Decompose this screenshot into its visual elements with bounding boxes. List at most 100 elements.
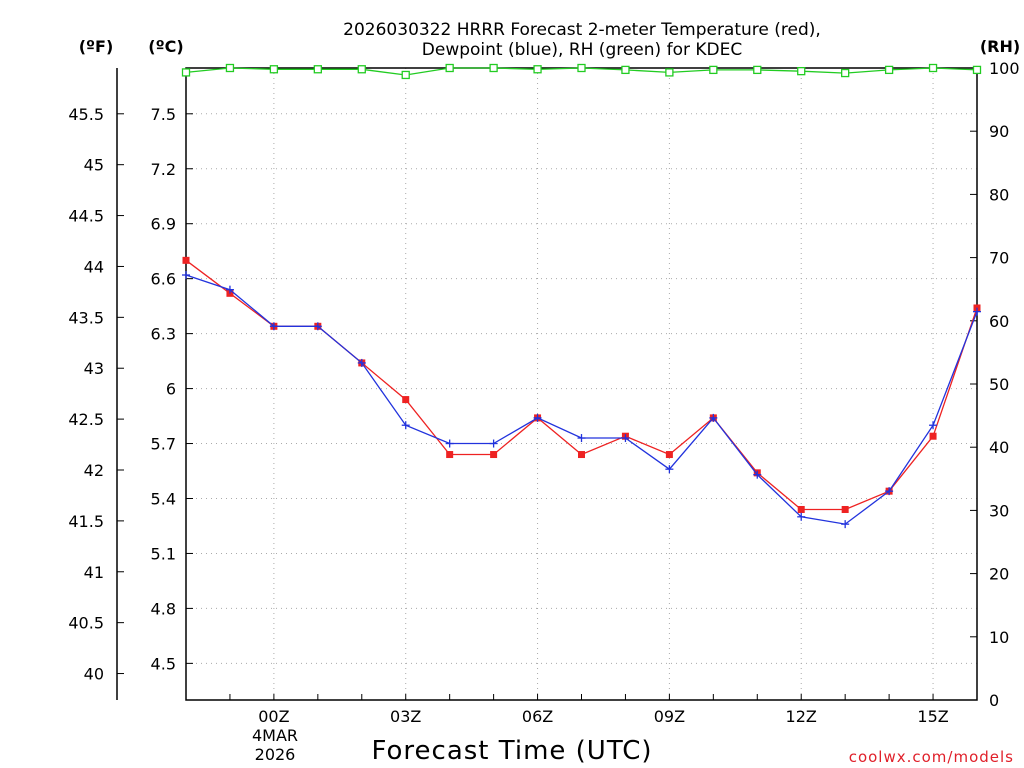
x-tick-label: 06Z <box>522 707 553 726</box>
fahrenheit-tick-label: 41 <box>84 563 104 582</box>
rh-tick-label: 70 <box>989 249 1009 268</box>
rh-point <box>489 63 498 73</box>
fahrenheit-tick-label: 42.5 <box>68 410 104 429</box>
temperature-point <box>402 396 410 404</box>
dewpoint-point <box>665 465 674 474</box>
dewpoint-point <box>885 487 894 496</box>
dewpoint-point <box>753 470 762 479</box>
rh-tick-label: 40 <box>989 438 1009 457</box>
celsius-tick-label: 4.5 <box>151 654 176 673</box>
rh-point <box>445 63 454 73</box>
fahrenheit-tick-label: 43 <box>84 359 104 378</box>
rh-point <box>797 67 806 76</box>
rh-tick-label: 50 <box>989 375 1009 394</box>
fahrenheit-tick-label: 45.5 <box>68 105 104 124</box>
x-tick-label: 03Z <box>390 707 421 726</box>
date-label-month: 4MAR <box>252 726 298 745</box>
dewpoint-line <box>185 274 978 525</box>
dewpoint-point <box>357 358 366 367</box>
rh-point <box>401 70 410 80</box>
temperature-point <box>182 256 190 264</box>
rh-point <box>533 65 542 74</box>
rh-point <box>225 63 235 73</box>
date-label-year: 2026 <box>255 745 296 764</box>
rh-point <box>753 65 762 75</box>
data-series <box>181 63 982 529</box>
dewpoint-point <box>797 512 806 521</box>
celsius-tick-label: 6 <box>166 380 176 399</box>
temperature-point <box>578 451 585 459</box>
celsius-tick-label: 7.5 <box>151 105 176 124</box>
rh-unit-label: (RH) <box>980 37 1020 56</box>
rh-tick-label: 60 <box>989 312 1009 331</box>
x-tick-label: 09Z <box>654 707 685 726</box>
rh-point <box>665 68 674 77</box>
grid-lines <box>186 68 977 700</box>
fahrenheit-tick-label: 43.5 <box>68 308 104 327</box>
rh-point <box>269 65 279 74</box>
temperature-line <box>185 259 978 511</box>
dewpoint-point <box>489 439 498 448</box>
dewpoint-point <box>225 285 234 294</box>
temperature-point <box>797 505 805 513</box>
chart-title-line1: 2026030322 HRRR Forecast 2-meter Tempera… <box>343 20 821 40</box>
dewpoint-point <box>313 322 322 331</box>
x-axis-title: Forecast Time (UTC) <box>371 736 652 766</box>
dewpoint-point <box>929 421 938 430</box>
celsius-tick-label: 6.6 <box>151 270 176 289</box>
fahrenheit-tick-label: 44.5 <box>68 207 104 226</box>
celsius-unit-label: (ºC) <box>148 37 183 56</box>
rh-tick-label: 20 <box>989 565 1009 584</box>
dewpoint-point <box>709 413 718 422</box>
x-tick-label: 15Z <box>917 707 948 726</box>
temperature-point <box>446 451 454 459</box>
rh-point <box>884 65 894 75</box>
rh-point <box>621 65 630 75</box>
rh-point <box>181 68 191 77</box>
rh-point <box>928 63 938 73</box>
temperature-point <box>929 432 937 440</box>
fahrenheit-tick-label: 40.5 <box>68 614 104 633</box>
dewpoint-point <box>533 413 542 422</box>
temperature-point <box>490 451 498 459</box>
rh-point <box>357 65 366 74</box>
dewpoint-point <box>973 307 981 316</box>
celsius-tick-label: 5.4 <box>151 489 176 508</box>
temperature-point <box>841 505 849 513</box>
rh-point <box>577 63 586 73</box>
axes <box>116 67 978 701</box>
rh-tick-label: 30 <box>989 501 1009 520</box>
rh-tick-label: 10 <box>989 628 1009 647</box>
dewpoint-point <box>269 322 278 331</box>
fahrenheit-unit-label: (ºF) <box>79 37 114 56</box>
dewpoint-point <box>182 271 190 280</box>
x-tick-label: 12Z <box>786 707 817 726</box>
fahrenheit-tick-label: 42 <box>84 461 104 480</box>
fahrenheit-tick-label: 45 <box>84 156 104 175</box>
dewpoint-point <box>621 434 630 443</box>
celsius-tick-label: 4.8 <box>151 599 176 618</box>
fahrenheit-tick-label: 44 <box>84 257 104 276</box>
temperature-point <box>665 451 673 459</box>
rh-point <box>313 65 322 74</box>
dewpoint-point <box>401 421 410 430</box>
x-tick-label: 00Z <box>258 707 289 726</box>
source-credit: coolwx.com/models <box>849 748 1014 766</box>
rh-tick-label: 100 <box>989 59 1020 78</box>
dewpoint-point <box>841 520 850 529</box>
dewpoint-point <box>445 439 454 448</box>
celsius-tick-label: 5.1 <box>151 544 176 563</box>
plot-frame <box>185 67 978 701</box>
rh-point <box>841 68 850 78</box>
dewpoint-point <box>577 434 586 443</box>
axis-tick-labels: 4.5 4.8 5.1 5.4 5.7 6 6.3 6.6 6.9 7.2 7.5 40 40.5 41 4… <box>68 59 1019 726</box>
rh-tick-label: 80 <box>989 185 1009 204</box>
fahrenheit-tick-label: 40 <box>84 665 104 684</box>
celsius-tick-label: 6.3 <box>151 325 176 344</box>
rh-point <box>709 65 718 75</box>
rh-tick-label: 90 <box>989 122 1009 141</box>
rh-point <box>972 65 982 75</box>
celsius-tick-label: 7.2 <box>151 160 176 179</box>
fahrenheit-tick-label: 41.5 <box>68 512 104 531</box>
